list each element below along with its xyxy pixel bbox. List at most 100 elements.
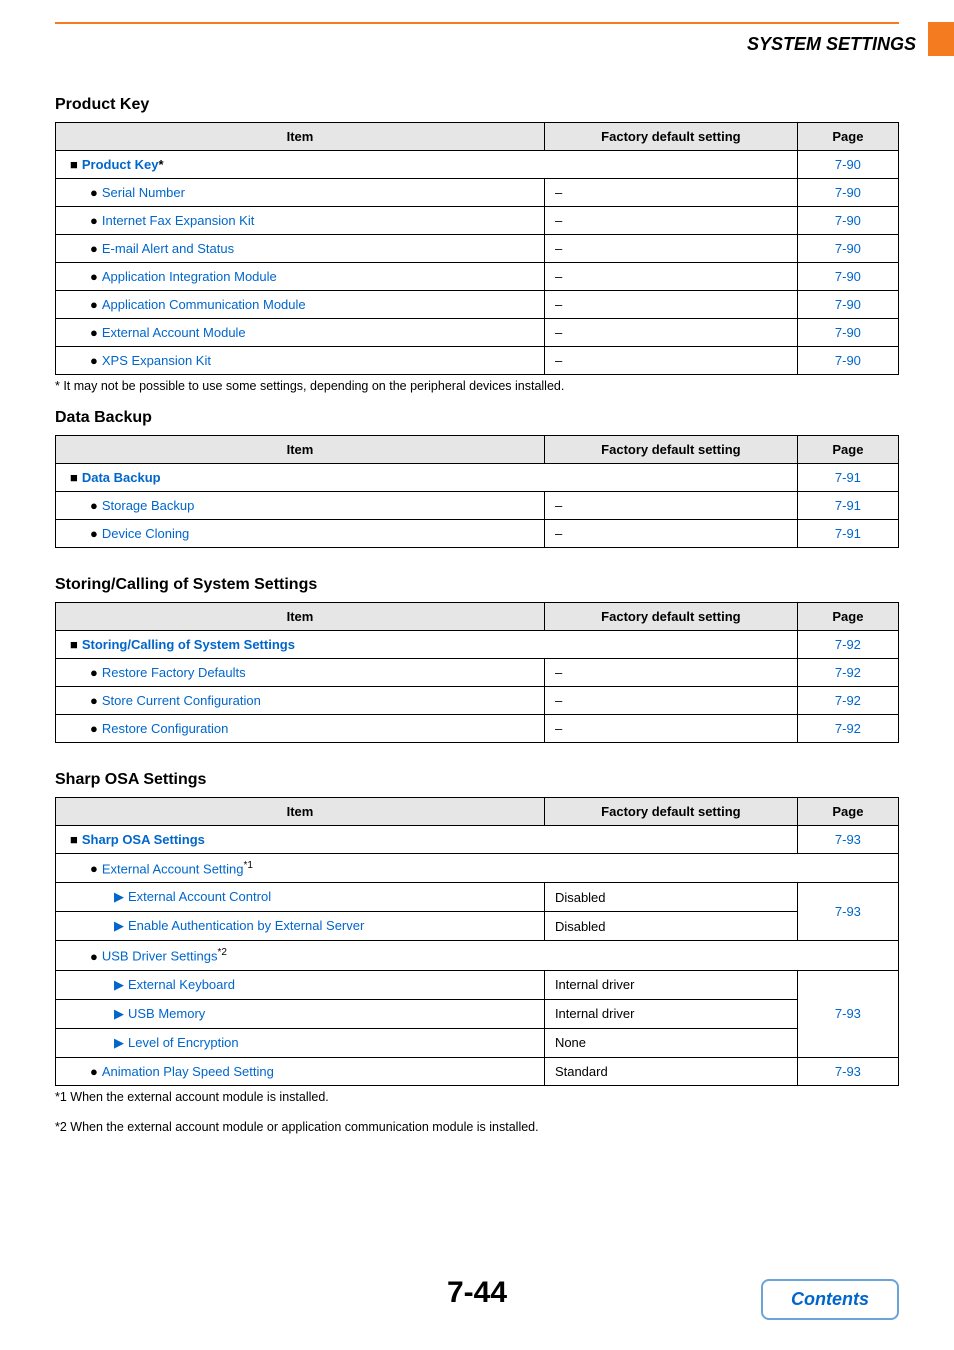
table-row-item: ▶External Keyboard bbox=[56, 970, 545, 999]
section-heading: Sharp OSA Settings bbox=[55, 771, 899, 789]
link[interactable]: External Keyboard bbox=[128, 977, 235, 992]
header-orange-tab bbox=[928, 22, 954, 56]
page-ref[interactable]: 7-91 bbox=[797, 464, 898, 492]
link[interactable]: Application Integration Module bbox=[102, 269, 277, 284]
link[interactable]: External Account Setting bbox=[102, 861, 244, 876]
column-header: Page bbox=[797, 798, 898, 826]
factory-default-value: – bbox=[544, 263, 797, 291]
page-ref[interactable]: 7-90 bbox=[797, 319, 898, 347]
column-header: Factory default setting bbox=[544, 123, 797, 151]
section-heading: Storing/Calling of System Settings bbox=[55, 576, 899, 594]
table-row-item: ●Store Current Configuration bbox=[56, 687, 545, 715]
link[interactable]: Data Backup bbox=[82, 470, 161, 485]
column-header: Page bbox=[797, 123, 898, 151]
link[interactable]: Restore Factory Defaults bbox=[102, 665, 246, 680]
page-ref[interactable]: 7-93 bbox=[797, 970, 898, 1057]
page-ref[interactable]: 7-91 bbox=[797, 492, 898, 520]
link[interactable]: Store Current Configuration bbox=[102, 693, 261, 708]
factory-default-value: – bbox=[544, 659, 797, 687]
table-row-item: ●Restore Factory Defaults bbox=[56, 659, 545, 687]
link[interactable]: Enable Authentication by External Server bbox=[128, 918, 364, 933]
factory-default-value: – bbox=[544, 291, 797, 319]
table-row-item: ▶External Account Control bbox=[56, 883, 545, 912]
table-row-item: ●External Account Module bbox=[56, 319, 545, 347]
factory-default-value: Internal driver bbox=[544, 970, 797, 999]
table-row-item: ●Application Integration Module bbox=[56, 263, 545, 291]
settings-table: ItemFactory default settingPage■Data Bac… bbox=[55, 435, 899, 548]
table-row-item: ●Serial Number bbox=[56, 179, 545, 207]
page-ref[interactable]: 7-92 bbox=[797, 715, 898, 743]
link[interactable]: Storage Backup bbox=[102, 498, 195, 513]
page-ref[interactable]: 7-91 bbox=[797, 520, 898, 548]
table-row-item: ●XPS Expansion Kit bbox=[56, 347, 545, 375]
settings-table: ItemFactory default settingPage■Sharp OS… bbox=[55, 797, 899, 1086]
page-ref[interactable]: 7-92 bbox=[797, 687, 898, 715]
page-ref[interactable]: 7-90 bbox=[797, 235, 898, 263]
link[interactable]: USB Driver Settings bbox=[102, 949, 218, 964]
page-ref[interactable]: 7-90 bbox=[797, 347, 898, 375]
link[interactable]: External Account Control bbox=[128, 889, 271, 904]
section-heading: Data Backup bbox=[55, 409, 899, 427]
factory-default-value: Standard bbox=[544, 1057, 797, 1085]
factory-default-value: – bbox=[544, 687, 797, 715]
column-header: Item bbox=[56, 603, 545, 631]
contents-button[interactable]: Contents bbox=[761, 1279, 899, 1320]
link[interactable]: External Account Module bbox=[102, 325, 246, 340]
column-header: Item bbox=[56, 123, 545, 151]
link[interactable]: Product Key bbox=[82, 157, 159, 172]
link[interactable]: Serial Number bbox=[102, 185, 185, 200]
link[interactable]: Storing/Calling of System Settings bbox=[82, 637, 295, 652]
column-header: Item bbox=[56, 798, 545, 826]
factory-default-value: Disabled bbox=[544, 912, 797, 941]
footnote: *1 When the external account module is i… bbox=[55, 1090, 899, 1104]
factory-default-value: Disabled bbox=[544, 883, 797, 912]
table-row-item: ●Restore Configuration bbox=[56, 715, 545, 743]
page-header-title: SYSTEM SETTINGS bbox=[747, 30, 928, 55]
table-row-item: ●Animation Play Speed Setting bbox=[56, 1057, 545, 1085]
factory-default-value: None bbox=[544, 1028, 797, 1057]
column-header: Page bbox=[797, 436, 898, 464]
column-header: Item bbox=[56, 436, 545, 464]
link[interactable]: Animation Play Speed Setting bbox=[102, 1064, 274, 1079]
page-ref[interactable]: 7-90 bbox=[797, 207, 898, 235]
factory-default-value: – bbox=[544, 520, 797, 548]
page-ref[interactable]: 7-93 bbox=[797, 883, 898, 941]
link[interactable]: XPS Expansion Kit bbox=[102, 353, 211, 368]
table-row-item: ●Device Cloning bbox=[56, 520, 545, 548]
page-ref[interactable]: 7-93 bbox=[797, 1057, 898, 1085]
footnote: *2 When the external account module or a… bbox=[55, 1120, 899, 1134]
column-header: Factory default setting bbox=[544, 603, 797, 631]
settings-table: ItemFactory default settingPage■Product … bbox=[55, 122, 899, 375]
column-header: Factory default setting bbox=[544, 798, 797, 826]
page-ref[interactable]: 7-90 bbox=[797, 151, 898, 179]
table-row-item: ●Application Communication Module bbox=[56, 291, 545, 319]
column-header: Page bbox=[797, 603, 898, 631]
factory-default-value: – bbox=[544, 347, 797, 375]
page-ref[interactable]: 7-90 bbox=[797, 263, 898, 291]
link[interactable]: Level of Encryption bbox=[128, 1035, 239, 1050]
link[interactable]: E-mail Alert and Status bbox=[102, 241, 234, 256]
table-heading-row: ■Sharp OSA Settings bbox=[56, 826, 798, 854]
link[interactable]: Restore Configuration bbox=[102, 721, 228, 736]
column-header: Factory default setting bbox=[544, 436, 797, 464]
table-row-item: ▶Enable Authentication by External Serve… bbox=[56, 912, 545, 941]
page-ref[interactable]: 7-92 bbox=[797, 659, 898, 687]
footnote: * It may not be possible to use some set… bbox=[55, 379, 899, 393]
link[interactable]: Device Cloning bbox=[102, 526, 189, 541]
page-ref[interactable]: 7-93 bbox=[797, 826, 898, 854]
table-heading-row: ■Storing/Calling of System Settings bbox=[56, 631, 798, 659]
factory-default-value: Internal driver bbox=[544, 999, 797, 1028]
page-ref[interactable]: 7-92 bbox=[797, 631, 898, 659]
factory-default-value: – bbox=[544, 492, 797, 520]
table-row: ●External Account Setting*1 bbox=[56, 854, 899, 883]
link[interactable]: Internet Fax Expansion Kit bbox=[102, 213, 254, 228]
table-heading-row: ■Product Key* bbox=[56, 151, 798, 179]
link[interactable]: Application Communication Module bbox=[102, 297, 306, 312]
page-ref[interactable]: 7-90 bbox=[797, 179, 898, 207]
table-row-item: ▶USB Memory bbox=[56, 999, 545, 1028]
link[interactable]: USB Memory bbox=[128, 1006, 205, 1021]
link[interactable]: Sharp OSA Settings bbox=[82, 832, 205, 847]
page-ref[interactable]: 7-90 bbox=[797, 291, 898, 319]
settings-table: ItemFactory default settingPage■Storing/… bbox=[55, 602, 899, 743]
table-row-item: ●Internet Fax Expansion Kit bbox=[56, 207, 545, 235]
